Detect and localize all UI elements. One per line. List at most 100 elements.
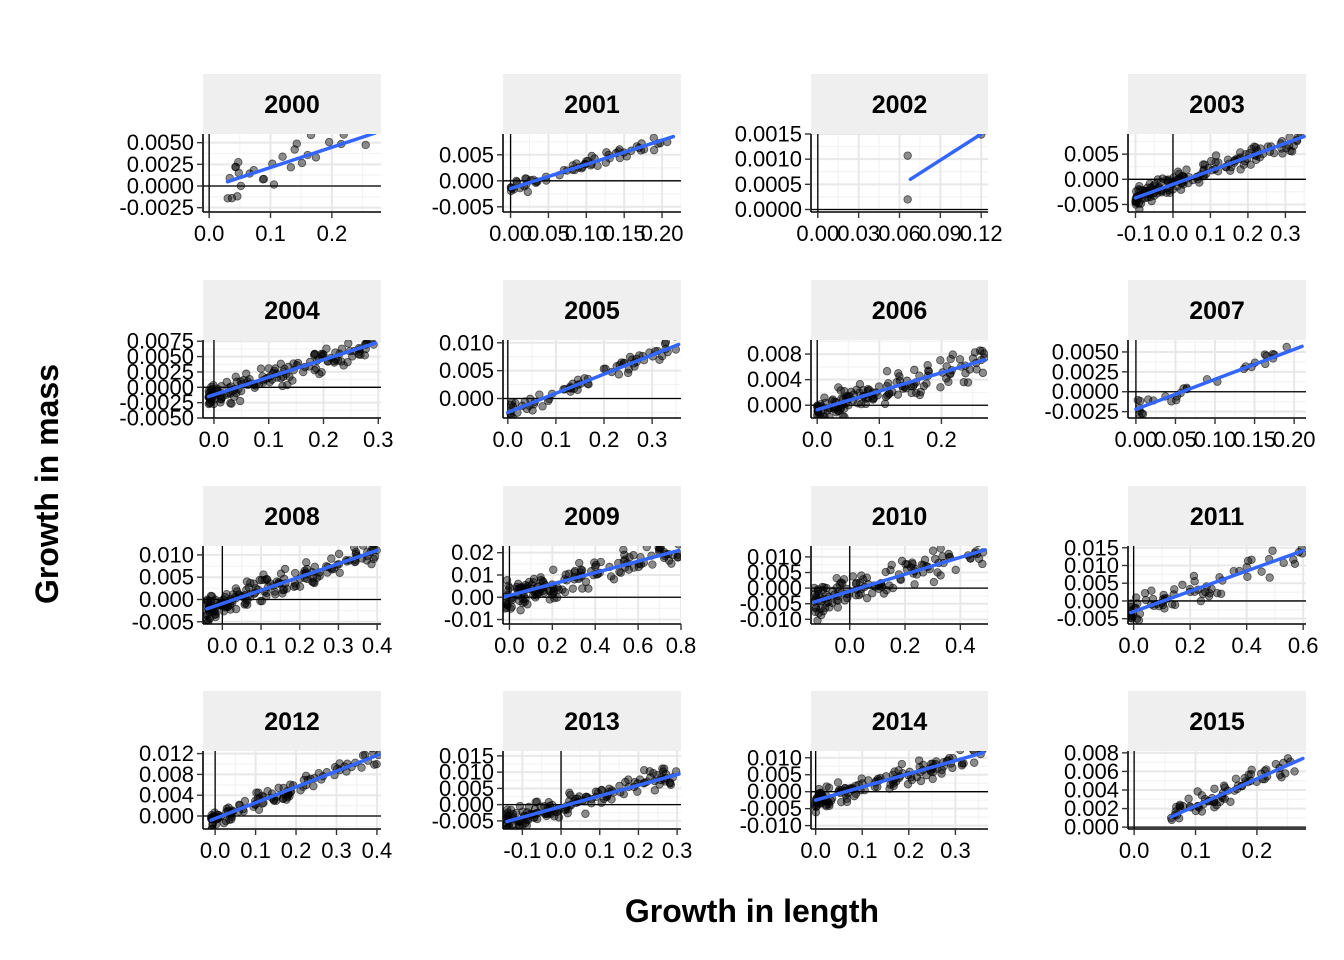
data-point [614, 370, 624, 379]
data-point [1231, 774, 1241, 784]
points [811, 751, 987, 817]
x-tick-label: 0.2 [894, 838, 925, 863]
data-point [642, 546, 651, 552]
data-point [1236, 165, 1245, 174]
linear-fit-line [812, 547, 987, 604]
data-point [936, 383, 945, 392]
data-point [1290, 767, 1299, 776]
data-point [634, 562, 643, 572]
data-point [315, 571, 324, 581]
data-point [907, 388, 916, 398]
data-point [231, 372, 240, 382]
data-point [956, 751, 965, 755]
data-point [361, 140, 370, 150]
data-point [274, 783, 283, 793]
data-point [924, 366, 933, 375]
data-point [504, 581, 513, 591]
x-tick-label: 0.06 [878, 221, 921, 246]
data-point [223, 194, 232, 203]
data-point [948, 350, 958, 359]
data-point [1132, 614, 1142, 623]
data-point [886, 565, 895, 575]
y-tick-label: -0.005 [132, 609, 194, 634]
data-point [825, 412, 834, 418]
x-tick-label: 0.03 [837, 221, 880, 246]
y-tick-label: 0.0075 [127, 329, 194, 354]
y-tick-label: 0.0000 [1052, 379, 1119, 404]
y-tick-label: 0.02 [451, 540, 494, 565]
data-point [887, 560, 896, 570]
data-point [290, 145, 299, 154]
y-tick-label: 0.00 [451, 585, 494, 610]
facet-strip [503, 280, 681, 340]
y-tick-label: 0.000 [139, 587, 194, 612]
data-point [674, 552, 681, 562]
data-point [649, 145, 659, 155]
linear-fit-line [205, 548, 379, 611]
data-point [339, 134, 348, 139]
data-point [863, 385, 873, 394]
data-point [299, 367, 308, 377]
facet-strip [811, 691, 988, 751]
facet-strip-label: 2003 [1189, 91, 1245, 119]
y-tick-label: -0.0025 [1044, 399, 1119, 424]
y-tick-label: 0.0025 [1052, 359, 1119, 384]
data-point [978, 368, 988, 378]
x-tick-label: 0.1 [246, 633, 277, 658]
data-point [852, 385, 861, 395]
x-tick-label: 0.1 [255, 221, 286, 246]
x-tick-label: 0.6 [1288, 633, 1319, 658]
x-tick-label: 0.3 [363, 427, 394, 452]
y-tick-label: -0.0025 [119, 195, 194, 220]
x-tick-label: 0.0 [494, 633, 525, 658]
data-point [536, 573, 545, 582]
data-point [853, 399, 862, 408]
facet-panel-2003: 2003 -0.1 0.0 0.1 0.2 0.3 -0.0050.0000.005 [1057, 74, 1306, 246]
x-tick-label: 0.05 [527, 221, 570, 246]
data-point [1147, 586, 1156, 595]
data-point [897, 759, 907, 769]
data-point [914, 756, 924, 765]
y-tick-label: 0.015 [439, 743, 494, 768]
y-tick-label: 0.0025 [127, 359, 194, 384]
data-point [513, 579, 523, 589]
y-tick-label: 0.000 [747, 393, 802, 418]
data-point [256, 364, 266, 373]
y-tick-label: 0.006 [1064, 759, 1119, 784]
data-point [578, 584, 587, 593]
data-point [278, 794, 288, 803]
data-point [834, 383, 843, 392]
linear-fit-line [1134, 344, 1304, 411]
x-tick-label: 0.15 [1233, 427, 1276, 452]
data-point [951, 565, 960, 575]
facet-panel-2007: 20070.000.050.100.150.20-0.00250.00000.0… [1044, 280, 1316, 452]
facet-strip [1128, 280, 1306, 340]
y-tick-label: 0.005 [1064, 142, 1119, 167]
data-point [511, 808, 521, 818]
x-tick-label: 0.12 [960, 221, 1003, 246]
data-point [672, 340, 677, 341]
facet-strip-label: 2011 [1190, 503, 1244, 531]
data-point [507, 595, 517, 605]
linear-fit-line [206, 341, 378, 399]
data-point [882, 367, 892, 376]
gridlines [503, 134, 681, 212]
facet-panel-2014: 2014 0.0 0.1 0.2 0.3 -0.010-0.0050.0000.0050.… [740, 691, 988, 863]
y-tick-label: 0.0015 [735, 122, 802, 147]
data-point [568, 584, 578, 593]
data-point [1193, 787, 1202, 796]
data-point [521, 174, 530, 183]
facet-strip [203, 280, 381, 340]
x-tick-label: 0.3 [637, 427, 668, 452]
x-tick-label: 0.6 [623, 633, 654, 658]
x-tick-label: -0.1 [1117, 221, 1155, 246]
data-point [972, 365, 981, 374]
facet-strip [811, 280, 988, 340]
data-point [278, 152, 287, 161]
x-tick-label: 0.0 [800, 838, 831, 863]
facet-strip-label: 2002 [872, 91, 928, 119]
y-tick-label: -0.010 [740, 607, 802, 632]
y-tick-label: 0.008 [139, 762, 194, 787]
data-point [1275, 770, 1285, 779]
